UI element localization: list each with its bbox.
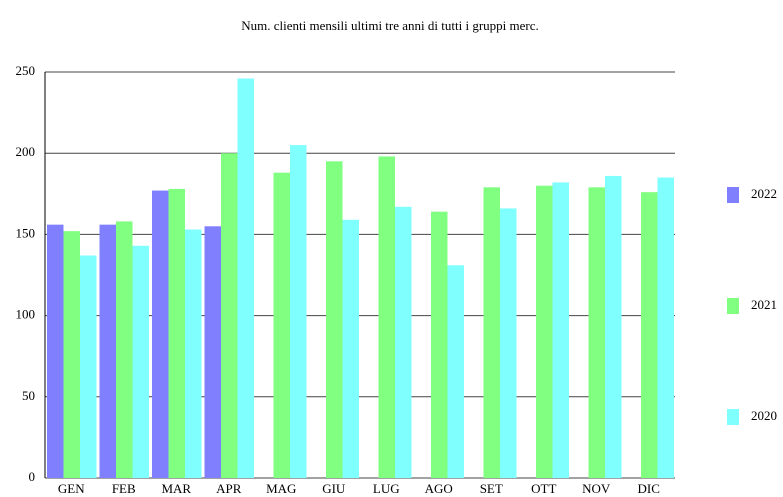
y-tick-label: 0: [29, 469, 36, 484]
bar: [237, 78, 254, 478]
legend-swatch: [727, 298, 739, 314]
bar: [395, 206, 412, 479]
y-tick-label: 250: [16, 63, 36, 78]
bar: [483, 187, 500, 478]
legend-swatch: [727, 187, 739, 203]
x-tick-label: GEN: [58, 481, 85, 496]
x-tick-label: FEB: [112, 481, 136, 496]
x-tick-label: GIU: [322, 481, 346, 496]
bar: [47, 224, 64, 478]
bar: [447, 265, 464, 478]
legend-label: 2020: [751, 408, 777, 423]
bar: [342, 219, 359, 478]
bar: [116, 221, 133, 478]
bar: [132, 245, 149, 478]
bar: [152, 190, 169, 478]
bar: [588, 187, 605, 478]
y-tick-label: 100: [16, 307, 36, 322]
y-tick-label: 200: [16, 144, 36, 159]
legend-label: 2021: [751, 297, 777, 312]
y-tick-label: 150: [16, 225, 36, 240]
bar: [657, 177, 674, 478]
bar: [431, 211, 448, 478]
x-tick-label: MAG: [266, 481, 296, 496]
bar: [641, 192, 658, 478]
bar: [168, 188, 185, 479]
y-tick-label: 50: [22, 388, 35, 403]
bar: [63, 231, 80, 478]
chart-title: Num. clienti mensili ultimi tre anni di …: [241, 18, 539, 33]
bar: [536, 185, 553, 478]
x-tick-label: SET: [480, 481, 503, 496]
bar: [552, 182, 569, 478]
bar: [204, 226, 221, 478]
x-tick-label: MAR: [161, 481, 191, 496]
bar: [273, 172, 290, 479]
x-tick-label: NOV: [582, 481, 611, 496]
bar: [605, 175, 622, 478]
bar: [290, 145, 307, 478]
legend-label: 2022: [751, 186, 777, 201]
x-tick-label: DIC: [638, 481, 660, 496]
legend-swatch: [727, 409, 739, 425]
x-tick-label: AGO: [425, 481, 453, 496]
bar: [80, 255, 97, 478]
bar: [185, 229, 202, 478]
x-tick-label: LUG: [373, 481, 400, 496]
bar: [326, 161, 343, 478]
bar: [378, 156, 395, 478]
bar: [221, 153, 238, 478]
bar: [500, 208, 517, 478]
x-tick-label: APR: [216, 481, 242, 496]
bar: [99, 224, 116, 478]
x-tick-label: OTT: [531, 481, 556, 496]
